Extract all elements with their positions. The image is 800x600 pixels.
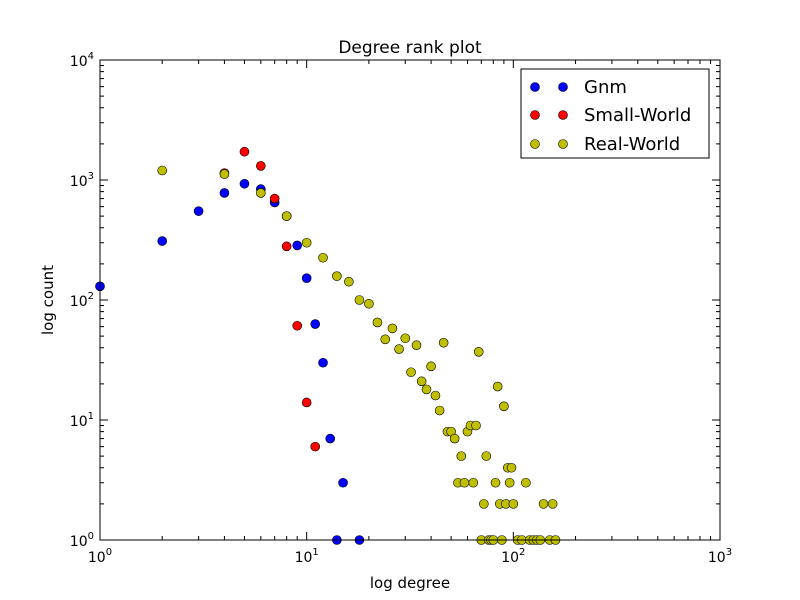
data-point bbox=[338, 477, 348, 488]
legend-entry-real-world: Real-World bbox=[530, 134, 680, 155]
y-tick-label: 102 bbox=[70, 291, 94, 310]
data-point bbox=[380, 334, 391, 345]
data-point bbox=[394, 344, 404, 354]
x-tick-label: 100 bbox=[88, 547, 112, 566]
legend-marker-real-world-left bbox=[530, 139, 540, 149]
y-tick-label: 104 bbox=[70, 51, 94, 70]
series-real-world bbox=[157, 165, 561, 545]
data-point bbox=[499, 401, 509, 412]
data-point bbox=[479, 499, 489, 509]
data-point bbox=[459, 477, 470, 488]
data-point bbox=[325, 433, 336, 444]
data-point bbox=[430, 390, 441, 401]
legend: Gnm Small-World Real-World bbox=[520, 68, 710, 159]
plot-frame bbox=[99, 59, 721, 541]
y-tick-label: 101 bbox=[70, 411, 94, 430]
data-point bbox=[481, 451, 492, 461]
legend-entry-small-world: Small-World bbox=[530, 105, 691, 126]
data-point bbox=[310, 319, 321, 329]
x-tick-label: 103 bbox=[708, 547, 732, 566]
data-point bbox=[239, 178, 250, 189]
data-point bbox=[506, 462, 517, 473]
data-point bbox=[372, 317, 383, 328]
data-point bbox=[416, 376, 427, 387]
data-point bbox=[504, 477, 515, 488]
legend-label-gnm: Gnm bbox=[584, 77, 627, 98]
legend-entry-gnm: Gnm bbox=[530, 77, 627, 98]
data-point bbox=[521, 477, 531, 488]
legend-marker-small-world-right bbox=[558, 110, 568, 120]
data-point bbox=[318, 252, 328, 263]
data-point bbox=[449, 433, 460, 444]
data-point bbox=[364, 298, 374, 309]
data-point bbox=[239, 146, 250, 157]
x-tick-label: 102 bbox=[501, 547, 525, 566]
legend-label-real-world: Real-World bbox=[584, 134, 680, 155]
data-point bbox=[219, 188, 230, 198]
data-point bbox=[354, 295, 365, 305]
data-point bbox=[406, 367, 416, 378]
data-point bbox=[387, 323, 398, 334]
data-point bbox=[490, 477, 501, 488]
data-point bbox=[256, 161, 266, 171]
y-tick-label: 103 bbox=[70, 171, 94, 190]
data-point bbox=[292, 320, 303, 331]
data-point bbox=[157, 165, 168, 176]
data-point bbox=[538, 499, 549, 509]
data-point bbox=[344, 276, 354, 287]
legend-marker-gnm-left bbox=[530, 82, 540, 92]
data-point bbox=[508, 499, 519, 509]
data-point bbox=[193, 206, 204, 216]
tick-labels: 100 101 102 103 100 101 102 103 104 bbox=[70, 51, 732, 566]
data-point bbox=[310, 441, 321, 452]
data-point bbox=[468, 477, 479, 488]
data-point bbox=[411, 340, 422, 351]
legend-marker-small-world-left bbox=[530, 110, 540, 120]
data-point bbox=[157, 236, 168, 246]
data-point bbox=[332, 271, 342, 281]
data-point bbox=[438, 337, 449, 348]
x-tick-label: 101 bbox=[295, 547, 319, 566]
series-gnm bbox=[95, 178, 365, 545]
data-point bbox=[547, 499, 558, 509]
data-point bbox=[456, 451, 467, 461]
data-point bbox=[318, 357, 328, 368]
data-point bbox=[301, 273, 312, 283]
data-point bbox=[281, 211, 292, 221]
data-point bbox=[471, 420, 481, 431]
data-point bbox=[434, 405, 445, 416]
data-point bbox=[269, 193, 280, 204]
data-point bbox=[219, 169, 230, 179]
data-point bbox=[256, 188, 266, 198]
data-point bbox=[292, 240, 303, 251]
data-point bbox=[301, 397, 312, 408]
data-point bbox=[426, 361, 436, 372]
legend-label-small-world: Small-World bbox=[584, 105, 691, 126]
legend-marker-real-world-right bbox=[558, 139, 568, 149]
chart-title: Degree rank plot bbox=[338, 38, 482, 58]
data-point bbox=[281, 241, 292, 252]
data-point bbox=[492, 381, 503, 392]
data-points bbox=[95, 146, 561, 545]
y-axis-label: log count bbox=[39, 265, 57, 335]
legend-box bbox=[520, 68, 710, 159]
legend-marker-gnm-right bbox=[558, 82, 568, 92]
data-point bbox=[301, 237, 312, 248]
y-tick-label: 100 bbox=[70, 531, 94, 550]
data-point bbox=[421, 384, 432, 395]
data-point bbox=[473, 347, 484, 357]
x-axis-label: log degree bbox=[370, 574, 450, 592]
data-point bbox=[400, 333, 411, 344]
